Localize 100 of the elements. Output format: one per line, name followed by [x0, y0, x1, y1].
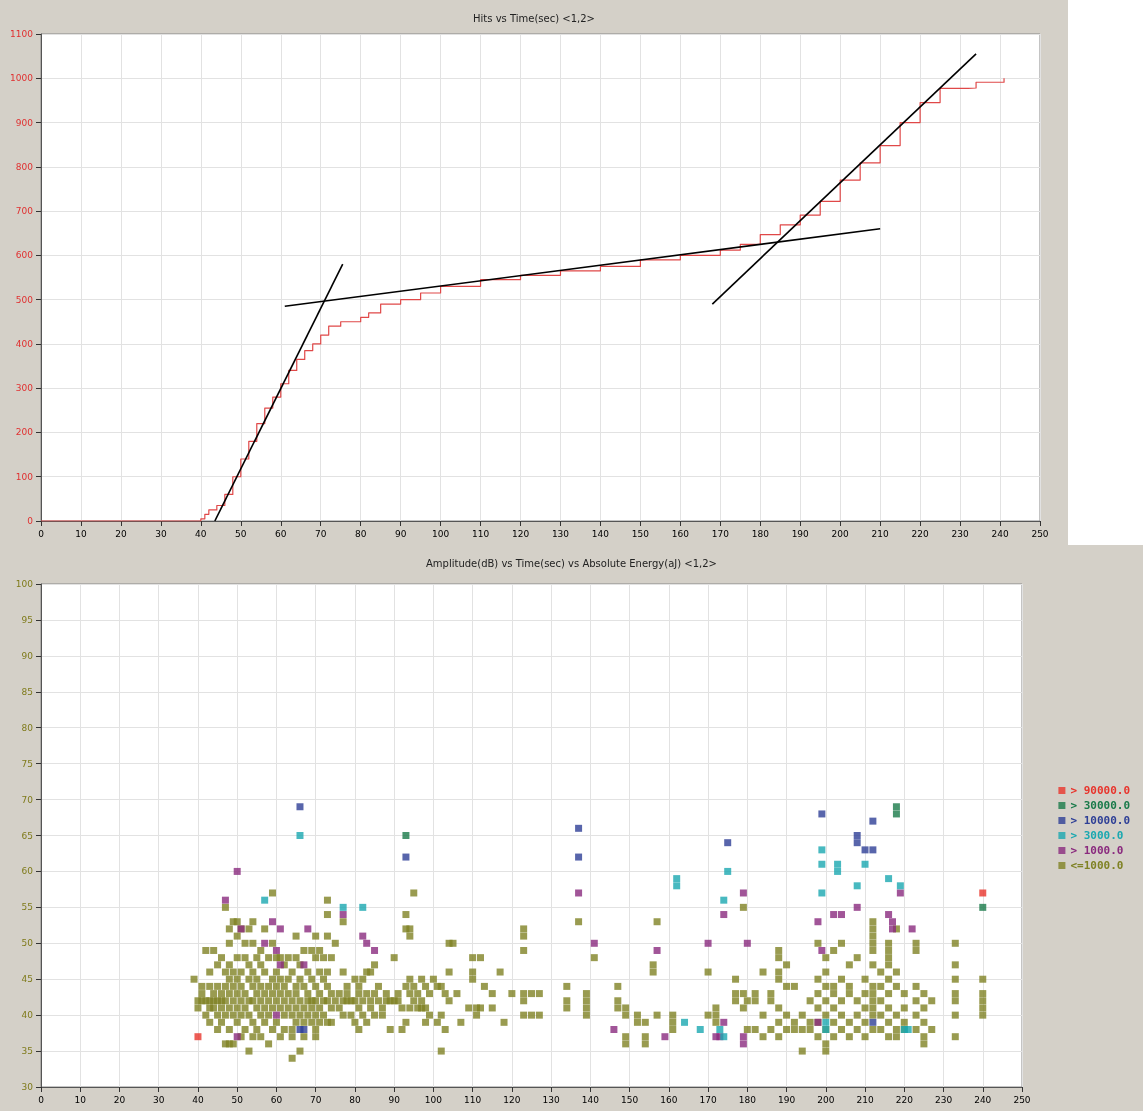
x-tick-label: 100: [432, 528, 450, 539]
point: [743, 939, 751, 947]
point: [834, 860, 842, 868]
x-tick-label: 70: [309, 1094, 322, 1105]
point: [720, 1033, 728, 1041]
chart-title: Hits vs Time(sec) <1,2>: [473, 12, 595, 24]
point: [853, 832, 861, 839]
y-tick-label: 200: [15, 427, 34, 438]
x-tick-label: 180: [751, 528, 770, 539]
legend-label: > 90000.0: [1070, 784, 1131, 797]
y-tick-label: 55: [21, 902, 33, 913]
x-tick-label: 60: [270, 1094, 283, 1105]
x-tick-label: 150: [621, 1094, 639, 1105]
x-tick-label: 230: [951, 528, 969, 539]
x-tick-label: 30: [152, 1094, 165, 1105]
point: [908, 925, 916, 933]
y-tick-label: 800: [15, 161, 34, 172]
point: [818, 810, 826, 818]
x-tick-label: 50: [235, 528, 247, 539]
point: [233, 1033, 241, 1041]
point: [359, 932, 367, 940]
y-tick-label: 0: [27, 516, 34, 526]
x-tick-label: 0: [38, 1094, 45, 1105]
y-tick-label: 300: [15, 383, 34, 394]
x-tick-label: 80: [349, 1094, 361, 1105]
point: [885, 911, 893, 919]
point: [724, 839, 732, 847]
x-tick-label: 140: [581, 1094, 600, 1105]
x-tick-label: 20: [113, 1094, 126, 1105]
point: [818, 946, 826, 954]
point: [818, 889, 826, 897]
legend-label: > 3000.0: [1070, 829, 1124, 842]
y-tick-label: 50: [21, 938, 34, 949]
x-tick-label: 130: [542, 1094, 560, 1105]
point: [889, 918, 897, 926]
x-tick-label: 230: [934, 1094, 953, 1105]
point: [892, 803, 900, 811]
point: [904, 1026, 912, 1034]
x-tick-label: 110: [464, 1094, 482, 1105]
x-tick-label: 190: [777, 1094, 796, 1105]
point: [339, 903, 347, 911]
point: [610, 1026, 618, 1034]
point: [696, 1026, 704, 1034]
y-tick-label: 1100: [10, 29, 34, 39]
chart-title: Amplitude(dB) vs Time(sec) vs Absolute Energy(aJ) <1,2>: [426, 557, 717, 569]
y-tick-label: 700: [15, 206, 34, 217]
point: [818, 860, 826, 868]
y-tick-label: 35: [21, 1046, 33, 1057]
point: [853, 882, 861, 890]
y-tick-label: 40: [21, 1010, 34, 1021]
legend-label: <=1000.0: [1070, 859, 1124, 872]
x-tick-label: 160: [660, 1094, 678, 1105]
x-tick-label: 130: [551, 528, 570, 539]
point: [896, 882, 904, 890]
point: [575, 824, 583, 832]
x-tick-label: 30: [155, 528, 167, 539]
point: [704, 939, 712, 947]
x-tick-label: 10: [74, 1094, 87, 1105]
point: [371, 946, 379, 954]
point: [861, 860, 869, 868]
point: [739, 889, 747, 897]
point: [276, 961, 284, 969]
y-tick-label: 500: [15, 294, 34, 305]
y-tick-label: 65: [21, 830, 33, 841]
point: [838, 911, 845, 919]
x-tick-label: 240: [991, 528, 1009, 539]
point: [272, 1011, 280, 1019]
point: [276, 925, 284, 933]
x-tick-label: 40: [195, 528, 207, 539]
point: [869, 817, 877, 825]
y-tick-label: 600: [15, 250, 34, 261]
point: [272, 946, 280, 954]
point: [861, 846, 869, 854]
x-tick-label: 220: [911, 528, 929, 539]
y-tick-label: 100: [15, 471, 34, 482]
y-tick-label: 1000: [10, 73, 34, 84]
x-tick-label: 190: [791, 528, 810, 539]
y-tick-label: 80: [21, 722, 34, 733]
point: [739, 1033, 747, 1041]
x-tick-label: 250: [1031, 528, 1049, 539]
y-tick-label: 85: [21, 686, 33, 697]
point: [830, 911, 838, 919]
x-tick-label: 150: [631, 528, 650, 539]
point: [853, 903, 861, 911]
x-tick-label: 210: [871, 528, 890, 539]
point: [261, 939, 269, 947]
point: [575, 889, 583, 897]
point: [822, 1018, 830, 1026]
point: [979, 903, 987, 911]
point: [869, 846, 877, 854]
y-tick-label: 100: [15, 579, 34, 589]
point: [296, 832, 304, 839]
x-tick-label: 140: [591, 528, 610, 539]
point: [359, 903, 367, 911]
point: [300, 1026, 308, 1034]
y-tick-label: 60: [21, 866, 34, 877]
point: [653, 946, 661, 954]
x-tick-label: 40: [192, 1094, 204, 1105]
x-tick-label: 200: [831, 528, 850, 539]
x-tick-label: 20: [115, 528, 127, 539]
